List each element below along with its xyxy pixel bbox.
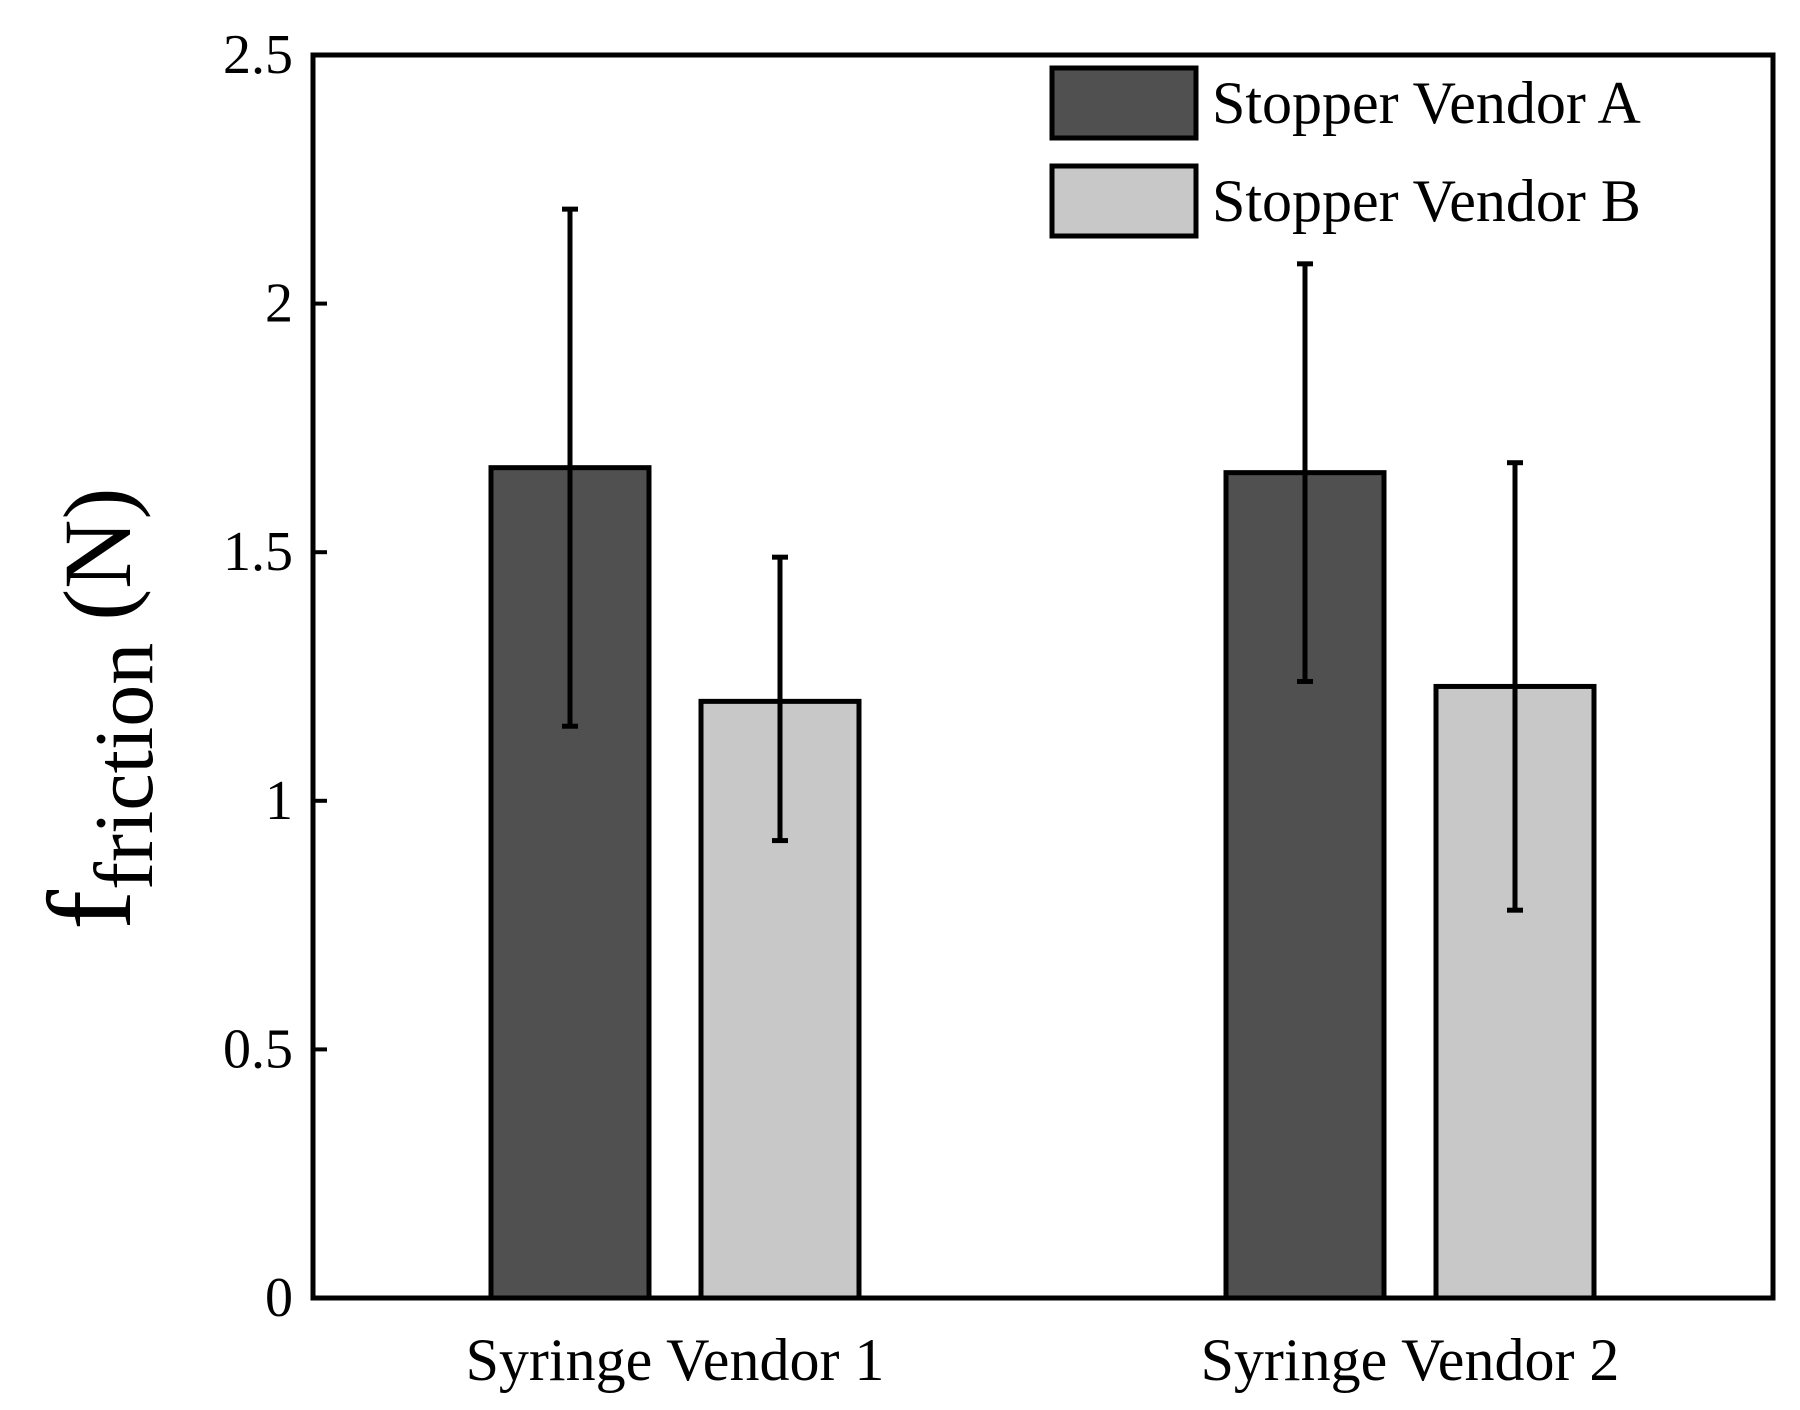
x-category-label: Syringe Vendor 1 [466,1327,885,1393]
plot-frame [310,52,1776,1301]
y-tick-label: 0 [265,1267,293,1329]
y-axis-label: ffriction (N) [23,488,171,930]
y-tick-label: 2.5 [223,24,293,86]
error-bars [562,206,1523,913]
y-tick-label: 0.5 [223,1018,293,1080]
y-axis-label-main: f [23,890,156,930]
legend: Stopper Vendor A Stopper Vendor B [1049,65,1641,239]
y-axis-ticks: 0 0.5 1 1.5 2 2.5 [223,24,327,1329]
x-category-label: Syringe Vendor 2 [1201,1327,1620,1393]
y-axis-label-subscript: friction [78,643,171,890]
y-axis-label-unit: (N) [44,488,151,621]
y-tick-label: 1 [265,770,293,832]
legend-swatch [1049,163,1199,239]
bars [488,465,1597,1301]
legend-label: Stopper Vendor B [1212,168,1641,234]
legend-label: Stopper Vendor A [1212,70,1641,136]
y-tick-label: 1.5 [223,521,293,583]
legend-swatch [1049,65,1199,141]
x-axis-categories: Syringe Vendor 1 Syringe Vendor 2 [466,1327,1620,1393]
y-tick-label: 2 [265,273,293,335]
